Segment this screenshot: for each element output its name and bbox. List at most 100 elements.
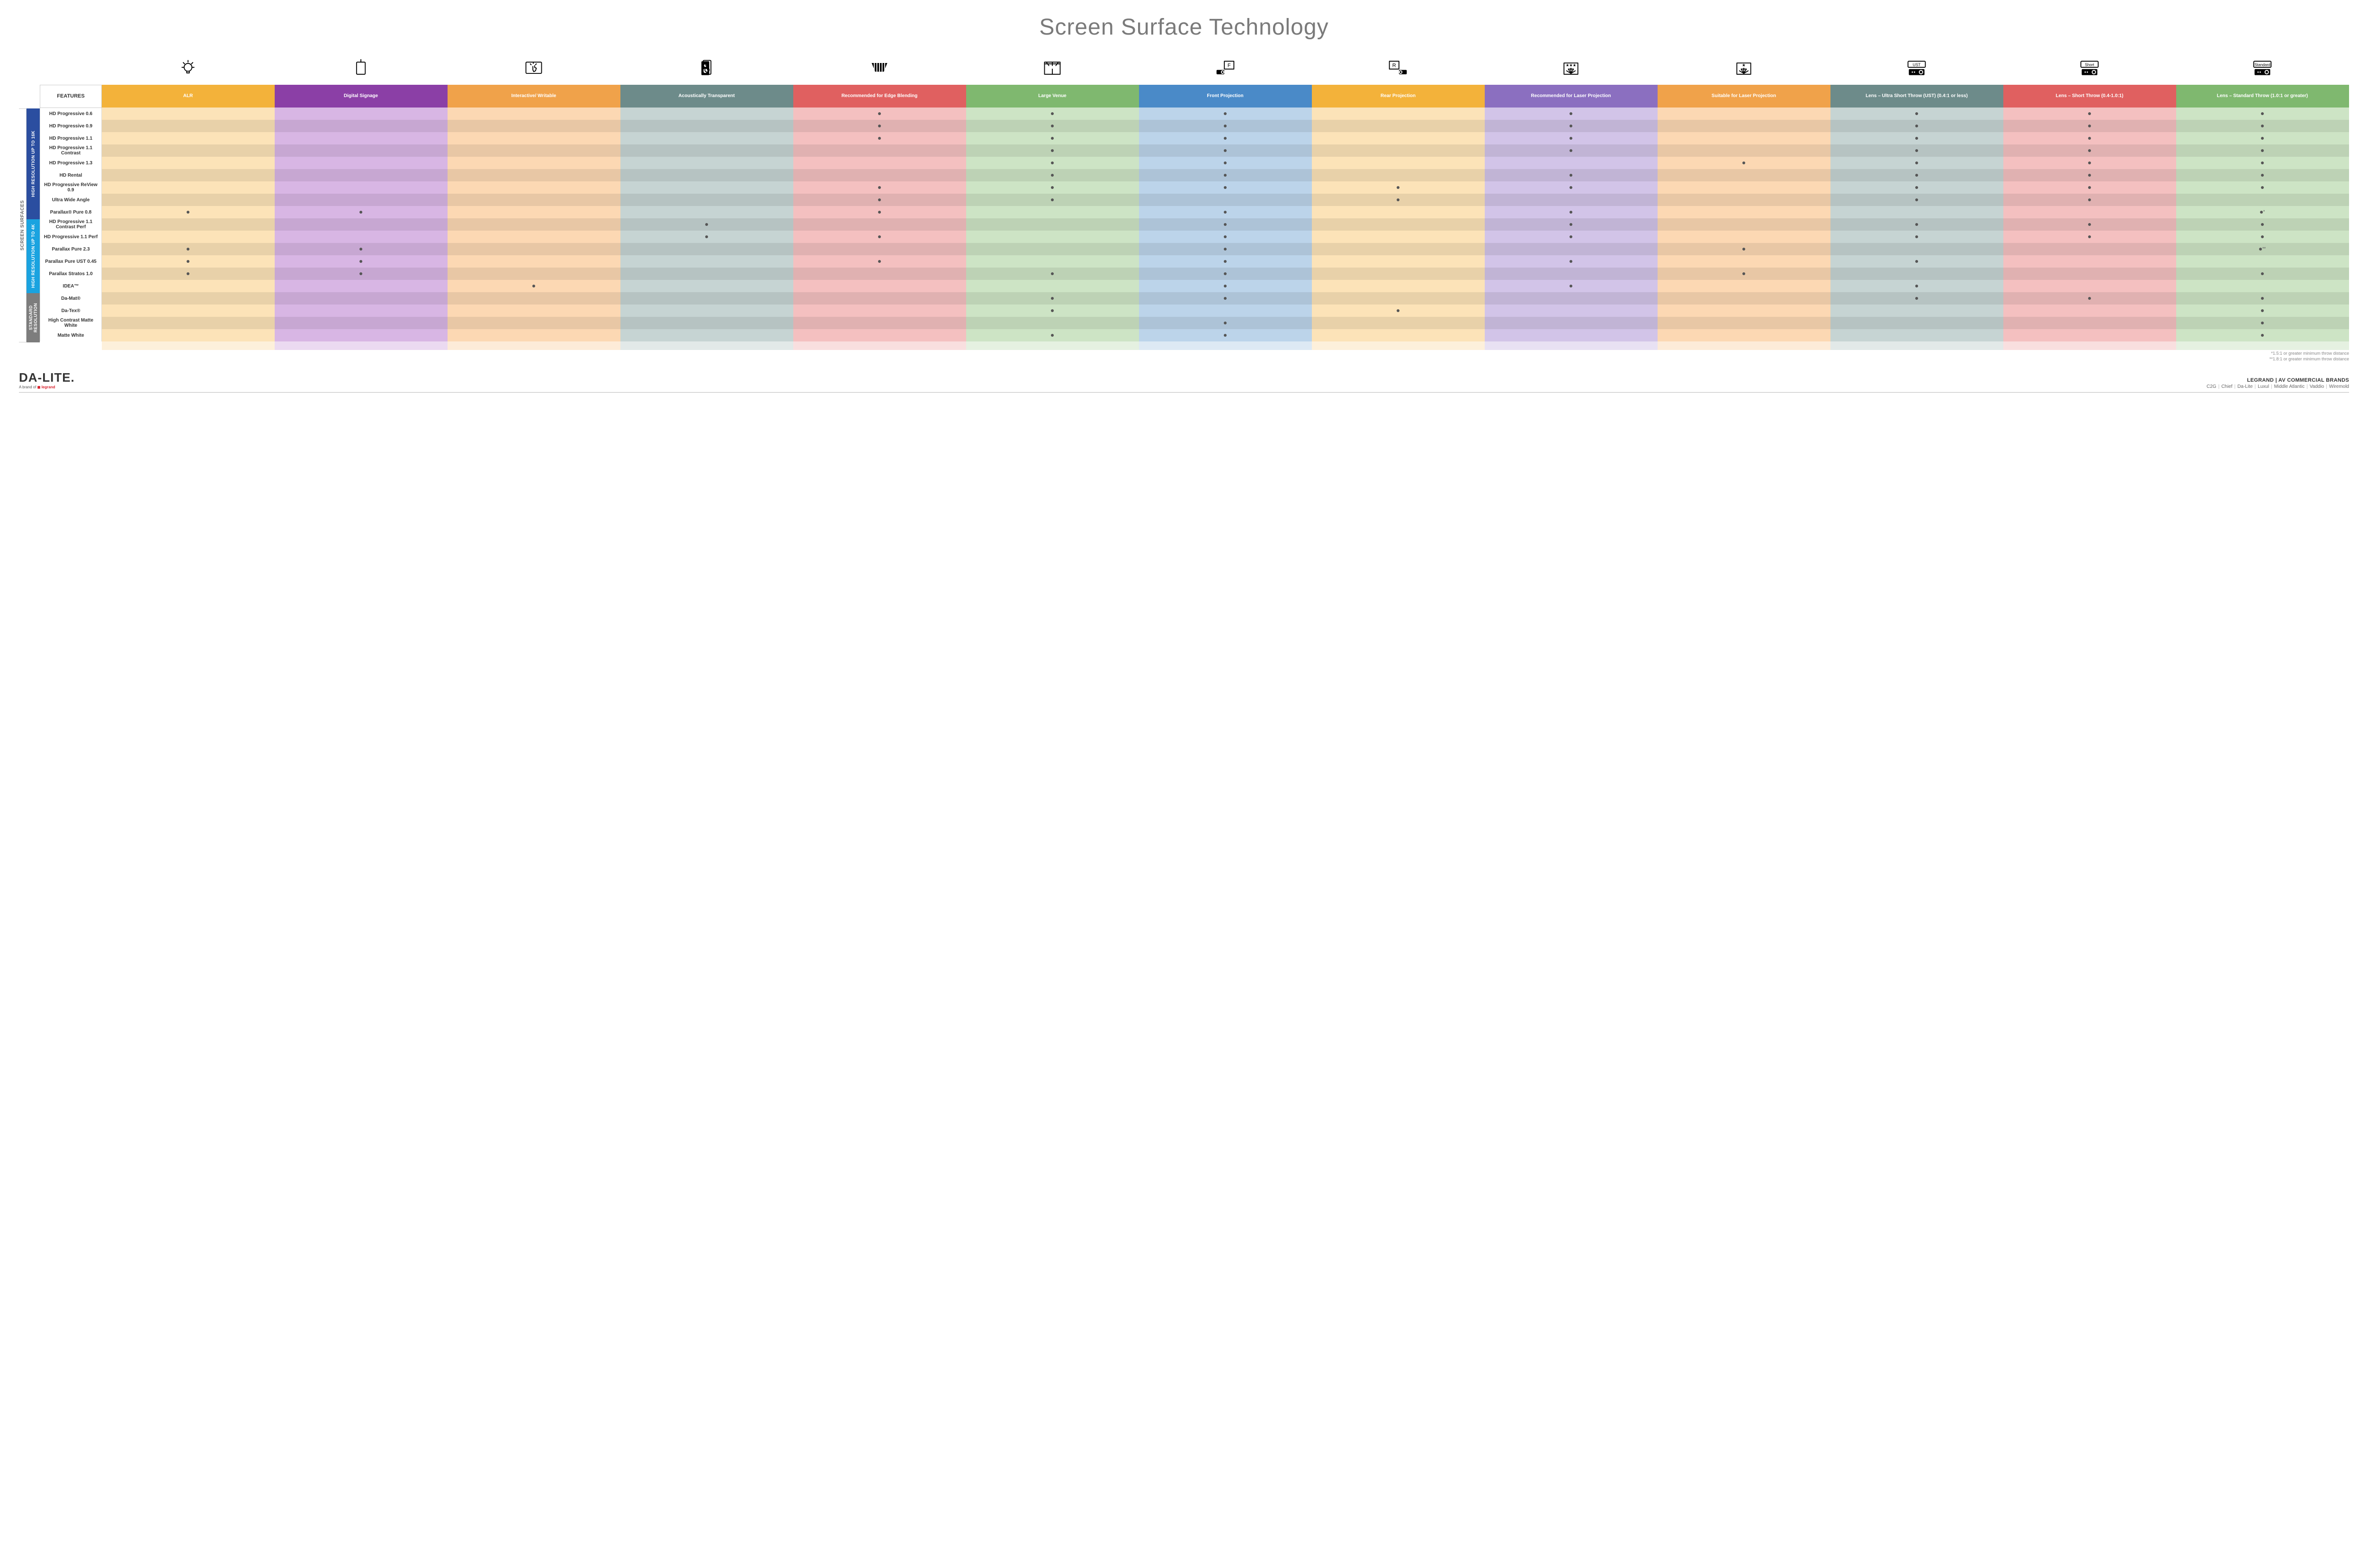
column-icon-alr (102, 54, 275, 85)
cell (1139, 120, 1312, 132)
cell (620, 231, 793, 243)
cell (1658, 292, 1830, 305)
cell (620, 255, 793, 268)
cell (275, 120, 448, 132)
cell (1139, 132, 1312, 144)
row-label: HD Progressive 1.3 (40, 157, 102, 169)
cell (966, 280, 1139, 292)
cell (102, 181, 275, 194)
cell (2003, 231, 2176, 243)
cell (966, 255, 1139, 268)
side-group-g4k: HIGH RESOLUTION UP TO 4K (27, 219, 40, 293)
brand-logo-subtitle: A brand of ◼ legrand (19, 385, 75, 389)
cell (793, 243, 966, 255)
cell (2176, 280, 2349, 292)
cell (1830, 157, 2003, 169)
cell (793, 255, 966, 268)
cell (102, 317, 275, 329)
column-icon-dig (275, 54, 448, 85)
cell (1485, 120, 1658, 132)
cell (1658, 206, 1830, 218)
cell (102, 292, 275, 305)
cell (1658, 194, 1830, 206)
cell (448, 181, 620, 194)
cell (1139, 329, 1312, 341)
cell (1312, 144, 1485, 157)
cell (793, 120, 966, 132)
cell (793, 218, 966, 231)
cell (1312, 218, 1485, 231)
cell (1139, 157, 1312, 169)
svg-text:Standard: Standard (2254, 63, 2270, 67)
cell (2176, 157, 2349, 169)
cell (620, 181, 793, 194)
cell (2176, 305, 2349, 317)
cell (620, 132, 793, 144)
cell (1658, 181, 1830, 194)
column-header-short: Lens – Short Throw (0.4-1.0:1) (2003, 85, 2176, 108)
cell (2003, 157, 2176, 169)
cell (1139, 144, 1312, 157)
brand-item: Luxul (2258, 384, 2269, 389)
cell (1312, 268, 1485, 280)
cell (2003, 144, 2176, 157)
column-icon-rlaser: ★★★ (1485, 54, 1658, 85)
cell (620, 305, 793, 317)
cell (1485, 329, 1658, 341)
cell (2003, 108, 2176, 120)
cell (1485, 243, 1658, 255)
footnote: *1.5:1 or greater minimum throw distance (40, 351, 2349, 357)
row-label: High Contrast Matte White (40, 317, 102, 329)
cell (2003, 305, 2176, 317)
cell (102, 194, 275, 206)
cell (102, 144, 275, 157)
cell (1485, 255, 1658, 268)
cell (448, 292, 620, 305)
cell (1658, 144, 1830, 157)
cell (2003, 317, 2176, 329)
cell (966, 231, 1139, 243)
cell (2003, 329, 2176, 341)
cell (448, 268, 620, 280)
cell (793, 206, 966, 218)
cell (793, 280, 966, 292)
column-icon-rear: R (1312, 54, 1485, 85)
row-label: Parallax® Pure 0.8 (40, 206, 102, 218)
cell (1830, 144, 2003, 157)
cell (1830, 329, 2003, 341)
cell (1830, 194, 2003, 206)
cell (1830, 243, 2003, 255)
cell (620, 144, 793, 157)
cell (2176, 194, 2349, 206)
cell (2003, 181, 2176, 194)
footnotes: *1.5:1 or greater minimum throw distance… (40, 351, 2349, 362)
brand-item: Da-Lite (2237, 384, 2252, 389)
page-footer: DA-LITE. A brand of ◼ legrand LEGRAND | … (19, 370, 2349, 393)
cell (275, 317, 448, 329)
cell (966, 194, 1139, 206)
cell (1485, 157, 1658, 169)
cell (1312, 194, 1485, 206)
row-label: HD Progressive 0.6 (40, 108, 102, 120)
cell (1485, 231, 1658, 243)
cell (793, 268, 966, 280)
cell (1830, 132, 2003, 144)
cell (275, 305, 448, 317)
column-icon-slaser: ★ (1658, 54, 1830, 85)
column-header-rlaser: Recommended for Laser Projection (1485, 85, 1658, 108)
cell (275, 280, 448, 292)
cell (1830, 169, 2003, 181)
column-header-slaser: Suitable for Laser Projection (1658, 85, 1830, 108)
cell (102, 305, 275, 317)
svg-text:R: R (1392, 63, 1396, 68)
cell (793, 132, 966, 144)
cell (448, 108, 620, 120)
cell (275, 108, 448, 120)
svg-text:★★★: ★★★ (1566, 63, 1576, 67)
cell (1658, 268, 1830, 280)
cell (966, 268, 1139, 280)
row-label: HD Progressive 0.9 (40, 120, 102, 132)
cell (966, 317, 1139, 329)
cell (2176, 218, 2349, 231)
side-group-g16k: HIGH RESOLUTION UP TO 16K (27, 108, 40, 219)
